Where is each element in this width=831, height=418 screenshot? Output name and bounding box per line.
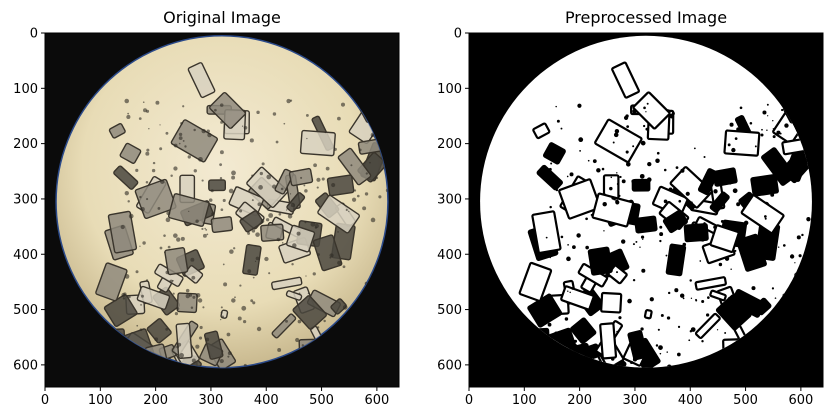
- x-tick-label: 600: [788, 393, 813, 408]
- y-tick-label: 200: [437, 137, 462, 152]
- preprocessed-image-axes-frame: [468, 32, 824, 388]
- preprocessed-x-ticks: 0 100 200 300 400 500 600: [465, 387, 813, 408]
- x-tick-label: 0: [41, 393, 49, 408]
- y-tick-label: 500: [437, 303, 462, 318]
- y-tick-label: 0: [30, 27, 38, 42]
- crystal-cluster: [95, 62, 388, 368]
- x-tick-label: 500: [309, 393, 334, 408]
- x-tick-label: 200: [567, 393, 592, 408]
- y-tick-label: 400: [13, 248, 38, 263]
- x-tick-label: 0: [465, 393, 473, 408]
- y-tick-label: 100: [13, 82, 38, 97]
- preprocessed-image: [480, 35, 812, 368]
- original-image: [55, 35, 389, 369]
- x-tick-label: 500: [733, 393, 758, 408]
- y-tick-label: 0: [454, 27, 462, 42]
- preprocessed-y-ticks: 0 100 200 300 400 500 600: [437, 27, 469, 373]
- original-y-ticks: 0 100 200 300 400 500 600: [13, 27, 45, 373]
- x-tick-label: 600: [364, 393, 389, 408]
- y-tick-label: 500: [13, 303, 38, 318]
- x-tick-label: 300: [623, 393, 648, 408]
- y-tick-label: 200: [13, 137, 38, 152]
- original-image-axes-frame: [44, 32, 400, 388]
- preprocessed-image-title: Preprocessed Image: [565, 8, 727, 27]
- original-image-title: Original Image: [163, 8, 281, 27]
- y-tick-label: 600: [13, 358, 38, 373]
- y-tick-label: 100: [437, 82, 462, 97]
- x-tick-label: 400: [254, 393, 279, 408]
- preprocessed-image-panel: Preprocessed Image 0 100 200 300 400 500 600 0…: [437, 8, 824, 408]
- original-x-ticks: 0 100 200 300 400 500 600: [41, 387, 389, 408]
- x-tick-label: 400: [678, 393, 703, 408]
- x-tick-label: 100: [512, 393, 537, 408]
- y-tick-label: 600: [437, 358, 462, 373]
- x-tick-label: 100: [88, 393, 113, 408]
- y-tick-label: 300: [13, 192, 38, 207]
- original-image-panel: Original Image 0 100 200 300 400 500 600 0 100 2…: [13, 8, 400, 408]
- binary-crystal-cluster: [518, 61, 812, 368]
- y-tick-label: 300: [437, 192, 462, 207]
- x-tick-label: 200: [143, 393, 168, 408]
- x-tick-label: 300: [199, 393, 224, 408]
- y-tick-label: 400: [437, 248, 462, 263]
